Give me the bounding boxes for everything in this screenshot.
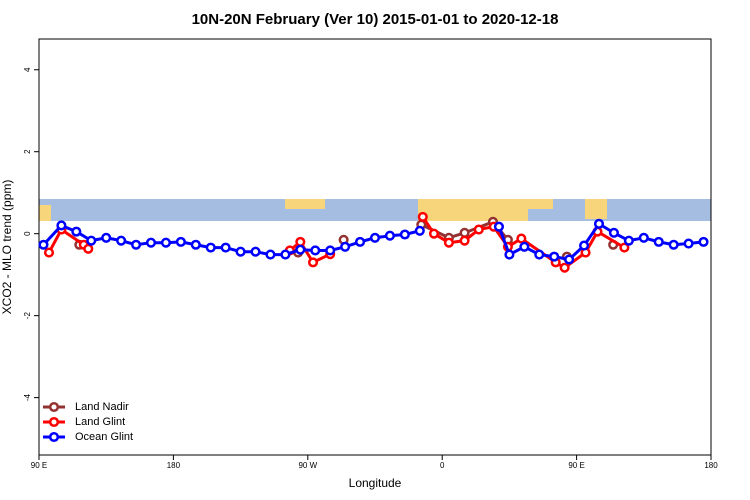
data-point bbox=[473, 224, 484, 235]
data-point bbox=[38, 239, 49, 250]
data-point bbox=[414, 225, 425, 236]
data-point bbox=[443, 237, 454, 248]
legend-label: Ocean Glint bbox=[75, 431, 133, 443]
data-point bbox=[493, 221, 504, 232]
y-tick-label: -2 bbox=[23, 312, 32, 320]
data-point bbox=[653, 236, 664, 247]
data-point bbox=[307, 257, 319, 268]
data-point bbox=[638, 232, 649, 243]
chart-title: 10N-20N February (Ver 10) 2015-01-01 to … bbox=[192, 11, 559, 28]
x-tick-label: 0 bbox=[440, 461, 445, 470]
data-point bbox=[579, 240, 590, 251]
data-point bbox=[175, 236, 186, 247]
data-point bbox=[295, 236, 306, 247]
data-point bbox=[668, 239, 679, 250]
data-point bbox=[86, 235, 97, 246]
legend-label: Land Nadir bbox=[75, 401, 129, 413]
series-line bbox=[288, 239, 331, 265]
map-strip bbox=[39, 199, 711, 221]
x-tick-label: 90 E bbox=[568, 461, 584, 470]
y-axis-label: XCO2 - MLO trend (ppm) bbox=[0, 180, 14, 315]
data-point bbox=[559, 262, 570, 273]
data-point bbox=[43, 247, 55, 258]
legend-marker bbox=[48, 431, 60, 443]
x-tick-label: 90 E bbox=[31, 461, 47, 470]
data-point bbox=[160, 237, 171, 248]
data-point bbox=[340, 241, 351, 252]
y-tick-label: 0 bbox=[23, 231, 32, 236]
data-point bbox=[280, 249, 291, 260]
data-point bbox=[593, 218, 605, 229]
data-point bbox=[549, 251, 560, 262]
data-point bbox=[250, 246, 261, 257]
data-point bbox=[190, 239, 201, 250]
x-tick-label: 90 W bbox=[298, 461, 317, 470]
data-point bbox=[504, 249, 515, 260]
data-point bbox=[131, 239, 142, 250]
data-point bbox=[116, 235, 127, 246]
data-point bbox=[534, 249, 545, 260]
data-point bbox=[384, 230, 395, 241]
x-axis-label: Longitude bbox=[349, 476, 402, 490]
data-point bbox=[519, 241, 530, 252]
data-point bbox=[608, 227, 619, 238]
data-point bbox=[428, 228, 440, 239]
x-tick-label: 180 bbox=[704, 461, 718, 470]
data-point bbox=[101, 232, 112, 243]
y-tick-label: -4 bbox=[23, 394, 32, 402]
data-point bbox=[295, 244, 306, 255]
x-tick-label: 180 bbox=[167, 461, 181, 470]
data-point bbox=[56, 220, 67, 231]
data-point bbox=[623, 235, 634, 246]
y-tick-label: 2 bbox=[23, 149, 32, 154]
data-point bbox=[619, 242, 630, 253]
data-point bbox=[459, 235, 470, 246]
data-point bbox=[369, 232, 381, 243]
data-point bbox=[399, 229, 410, 240]
data-point bbox=[325, 245, 336, 256]
y-tick-label: 4 bbox=[23, 67, 32, 72]
data-point bbox=[516, 233, 527, 244]
data-point bbox=[355, 236, 366, 247]
legend-marker bbox=[48, 401, 60, 413]
data-point bbox=[265, 249, 276, 260]
data-point bbox=[205, 242, 216, 253]
data-point bbox=[698, 236, 709, 247]
legend-marker bbox=[48, 416, 60, 428]
data-point bbox=[83, 243, 94, 254]
data-point bbox=[310, 245, 321, 256]
data-point bbox=[235, 246, 246, 257]
data-point bbox=[683, 238, 694, 249]
legend-label: Land Glint bbox=[75, 416, 125, 428]
data-point bbox=[145, 237, 157, 248]
data-point bbox=[71, 226, 82, 237]
data-point bbox=[220, 242, 231, 253]
data-point bbox=[417, 211, 428, 222]
data-point bbox=[564, 254, 575, 265]
data-point bbox=[459, 227, 470, 238]
